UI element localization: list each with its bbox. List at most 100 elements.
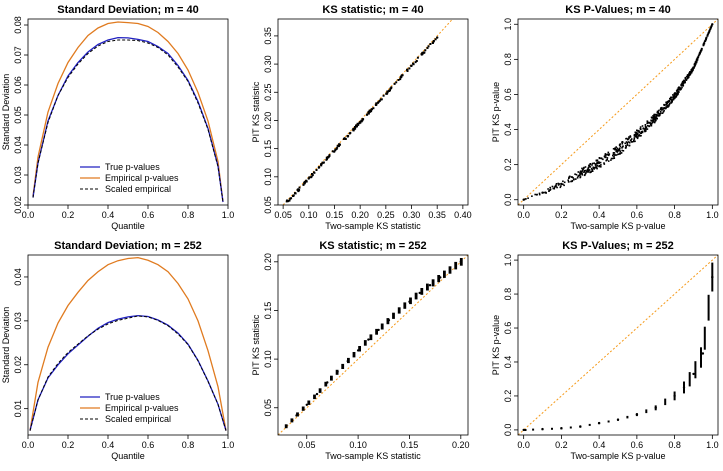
- data-point: [662, 111, 665, 113]
- data-point: [650, 124, 653, 127]
- data-point: [678, 86, 680, 88]
- data-point: [608, 153, 611, 155]
- y-tick-label: 0.03: [13, 312, 23, 330]
- data-point: [657, 114, 660, 116]
- data-point: [555, 184, 557, 187]
- x-tick-label: 0.10: [349, 440, 367, 450]
- data-point: [604, 156, 606, 159]
- data-point: [688, 372, 691, 387]
- data-point: [665, 101, 668, 103]
- data-point: [536, 194, 538, 196]
- data-point: [605, 159, 607, 162]
- y-tick-label: 0.6: [503, 322, 513, 335]
- data-point: [676, 88, 679, 91]
- x-tick-label: 0.0: [22, 440, 35, 450]
- data-point: [587, 170, 590, 172]
- data-point: [635, 131, 638, 134]
- data-point: [560, 182, 563, 186]
- data-point: [330, 375, 333, 381]
- data-point: [704, 40, 707, 42]
- data-point: [688, 74, 690, 76]
- data-point: [595, 165, 597, 168]
- data-point: [629, 139, 632, 142]
- data-point: [454, 261, 458, 270]
- data-point: [701, 352, 705, 355]
- x-tick-label: 0.8: [668, 210, 681, 220]
- data-point: [686, 76, 689, 79]
- data-point: [372, 107, 375, 110]
- data-point: [581, 167, 583, 170]
- data-point: [610, 159, 612, 161]
- data-point: [570, 180, 572, 183]
- y-tick-label: 0.07: [13, 46, 23, 64]
- data-point: [621, 141, 624, 143]
- data-point: [695, 61, 698, 64]
- data-point: [653, 117, 656, 120]
- data-point: [616, 150, 619, 152]
- y-tick-label: 0.08: [13, 16, 23, 34]
- data-point: [656, 117, 658, 120]
- data-point: [625, 144, 627, 147]
- data-point: [659, 114, 661, 116]
- data-point: [701, 48, 703, 50]
- data-point: [624, 142, 626, 145]
- data-point: [612, 148, 615, 150]
- data-point: [592, 166, 594, 169]
- data-point: [672, 98, 675, 100]
- data-point: [621, 147, 623, 149]
- data-point: [642, 127, 644, 130]
- data-point: [596, 167, 598, 170]
- data-point: [595, 159, 598, 162]
- data-point: [708, 29, 711, 32]
- x-axis-label: Two-sample KS statistic: [325, 221, 421, 231]
- data-point: [667, 100, 670, 102]
- data-point: [416, 56, 419, 59]
- y-tick-label: 0.06: [13, 76, 23, 94]
- data-point: [553, 187, 556, 190]
- data-point: [406, 68, 409, 71]
- data-point: [690, 71, 692, 74]
- data-point: [694, 361, 697, 379]
- data-point: [431, 279, 435, 287]
- data-point: [628, 141, 631, 144]
- data-point: [549, 186, 551, 189]
- data-point: [586, 170, 588, 172]
- panel-title: KS statistic; m = 252: [319, 240, 426, 252]
- data-point: [310, 176, 313, 179]
- data-point: [638, 134, 641, 136]
- x-tick-label: 0.40: [454, 210, 472, 220]
- data-point: [583, 170, 586, 173]
- data-point: [395, 81, 398, 84]
- data-point: [640, 131, 643, 133]
- data-point: [584, 173, 586, 176]
- data-point: [369, 110, 371, 113]
- y-tick-label: 0.05: [263, 399, 273, 417]
- data-point: [315, 392, 319, 396]
- data-point: [557, 184, 560, 186]
- data-point: [577, 175, 579, 178]
- data-point: [635, 135, 638, 137]
- data-point: [661, 106, 663, 109]
- data-point: [684, 81, 686, 83]
- legend-label: Empirical p-values: [105, 403, 179, 413]
- data-point: [628, 137, 630, 139]
- y-tick-label: 0.03: [13, 166, 23, 184]
- data-point: [525, 198, 527, 200]
- data-point: [569, 426, 572, 429]
- data-point: [673, 391, 676, 401]
- x-tick-label: 0.2: [62, 210, 75, 220]
- data-point: [600, 157, 602, 159]
- y-tick-label: 0.0: [503, 193, 513, 206]
- data-point: [347, 135, 350, 137]
- x-tick-label: 1.0: [222, 440, 235, 450]
- data-point: [614, 148, 616, 151]
- y-tick-label: 0.04: [13, 268, 23, 286]
- data-point: [358, 346, 361, 352]
- x-tick-label: 0.2: [62, 440, 75, 450]
- data-point: [284, 424, 288, 429]
- x-tick-label: 0.6: [142, 210, 155, 220]
- data-point: [591, 170, 594, 172]
- plot-frame: [277, 254, 469, 436]
- data-point: [626, 141, 628, 144]
- data-point: [632, 140, 635, 143]
